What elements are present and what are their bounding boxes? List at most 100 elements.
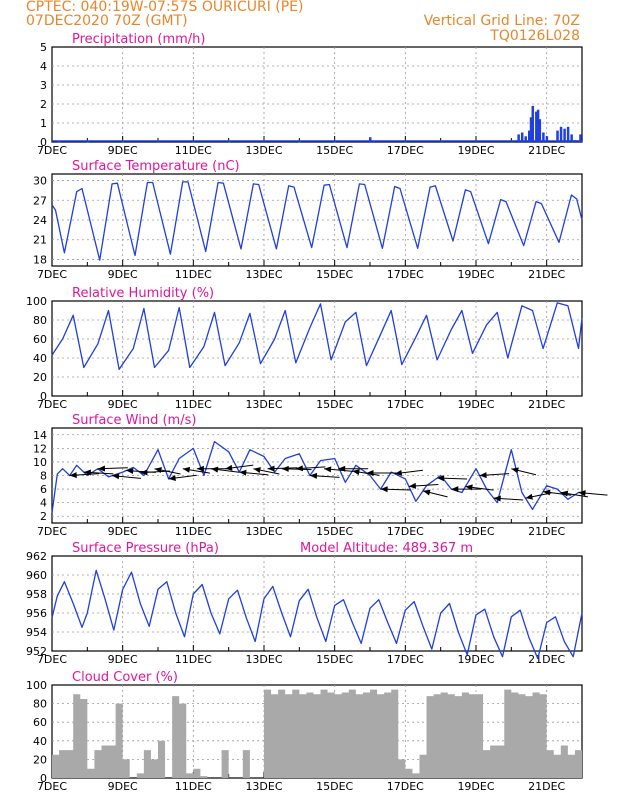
wind-arrow-head <box>451 486 459 493</box>
wind-arrow-head <box>493 495 501 502</box>
pres-ytick: 954 <box>26 626 47 639</box>
wind-arrow-head <box>338 465 346 472</box>
temp-ytick: 21 <box>33 234 47 247</box>
temp-ytick: 27 <box>33 194 47 207</box>
wind-arrow-head <box>239 469 247 476</box>
wind-ytick: 2 <box>40 510 47 523</box>
rh-xtick: 9DEC <box>108 398 138 411</box>
rh-xtick: 19DEC <box>457 398 494 411</box>
cloud-xtick: 13DEC <box>245 780 282 793</box>
precip-bar <box>579 134 582 142</box>
pres-xtick: 17DEC <box>387 653 424 666</box>
precip-ytick: 4 <box>40 60 47 73</box>
pres-note: Model Altitude: 489.367 m <box>300 541 473 556</box>
cloud-ytick: 20 <box>33 753 47 766</box>
temp-xtick: 9DEC <box>108 268 138 281</box>
pres-title: Surface Pressure (hPa) <box>72 541 219 556</box>
model-code: TQ0126L028 <box>490 28 580 44</box>
run-date: 07DEC2020 70Z (GMT) <box>26 13 188 29</box>
precip-bar <box>192 141 195 143</box>
cloud-ytick: 100 <box>26 679 47 692</box>
wind-ytick: 4 <box>40 497 47 510</box>
precip-bar <box>566 126 570 142</box>
wind-arrow-head <box>69 472 77 479</box>
wind-arrow-head <box>437 475 445 482</box>
precip-frame <box>51 46 583 143</box>
precip-bar <box>333 141 337 143</box>
wind-ytick: 14 <box>33 429 47 442</box>
temp-xtick: 7DEC <box>37 268 67 281</box>
cloud-area <box>52 689 582 778</box>
precip-bar <box>298 141 301 143</box>
precip-bar <box>538 119 542 142</box>
wind-ytick: 10 <box>33 456 47 469</box>
wind-arrow-head <box>394 469 403 476</box>
rh-ytick: 40 <box>33 352 47 365</box>
pres-xtick: 11DEC <box>175 653 212 666</box>
precip-title: Precipitation (mm/h) <box>72 32 205 47</box>
wind-arrow-head <box>83 469 91 476</box>
cloud-ytick: 40 <box>33 735 47 748</box>
precip-ytick: 1 <box>40 117 47 130</box>
wind-xtick: 11DEC <box>175 525 212 538</box>
station-header: CPTEC: 040:19W-07:57S OURICURI (PE) <box>26 0 304 15</box>
precip-xtick: 11DEC <box>175 144 212 157</box>
precip-bar <box>517 134 520 142</box>
wind-arrow-head <box>465 484 473 491</box>
precip-bar <box>121 141 125 143</box>
temp-title: Surface Temperature (nC) <box>72 159 240 174</box>
wind-arrow-head <box>97 465 106 472</box>
precip-xtick: 15DEC <box>316 144 353 157</box>
wind-arrow-head <box>196 465 204 472</box>
pres-ytick: 960 <box>26 569 47 582</box>
wind-xtick: 9DEC <box>108 525 138 538</box>
wind-xtick: 17DEC <box>387 525 424 538</box>
wind-arrow-head <box>578 490 586 497</box>
precip-bar <box>524 136 527 142</box>
wind-arrow-head <box>525 493 533 500</box>
precip-bar <box>528 130 531 142</box>
pres-ytick: 958 <box>26 588 47 601</box>
rh-ytick: 0 <box>40 390 47 403</box>
temp-xtick: 13DEC <box>245 268 282 281</box>
rh-xtick: 21DEC <box>528 398 565 411</box>
wind-arrow-head <box>295 465 303 472</box>
temp-line <box>51 181 583 261</box>
wind-arrow-head <box>154 467 162 474</box>
wind-arrow-head <box>380 486 388 493</box>
rh-ytick: 20 <box>33 371 47 384</box>
temp-xtick: 17DEC <box>387 268 424 281</box>
precip-bar <box>535 111 538 142</box>
precip-bar <box>227 141 231 143</box>
pres-frame <box>51 555 583 652</box>
pres-line <box>51 569 583 660</box>
wind-arrow-head <box>253 467 261 474</box>
wind-arrow-head <box>168 475 176 481</box>
precip-bar <box>86 141 89 143</box>
precip-ytick: 5 <box>40 41 47 54</box>
rh-xtick: 15DEC <box>316 398 353 411</box>
cloud-xtick: 15DEC <box>316 780 353 793</box>
temp-xtick: 11DEC <box>175 268 212 281</box>
wind-arrow-head <box>423 489 431 496</box>
wind-arrow-head <box>324 466 332 473</box>
precip-bar <box>58 141 61 143</box>
precip-bar <box>536 109 540 142</box>
pres-xtick: 19DEC <box>457 653 494 666</box>
precip-bar <box>570 134 573 142</box>
wind-arrow-head <box>479 472 487 479</box>
precip-xtick: 21DEC <box>528 144 565 157</box>
cloud-title: Cloud Cover (%) <box>72 670 178 685</box>
wind-ytick: 12 <box>33 442 47 455</box>
wind-ytick: 6 <box>40 483 47 496</box>
cloud-xtick: 17DEC <box>387 780 424 793</box>
wind-ytick: 8 <box>40 470 47 483</box>
wind-arrow-head <box>126 467 134 474</box>
wind-arrow-head <box>112 473 120 480</box>
pres-xtick: 13DEC <box>245 653 282 666</box>
rh-ytick: 100 <box>26 295 47 308</box>
temp-ytick: 18 <box>33 253 47 266</box>
precip-xtick: 17DEC <box>387 144 424 157</box>
cloud-xtick: 21DEC <box>528 780 565 793</box>
